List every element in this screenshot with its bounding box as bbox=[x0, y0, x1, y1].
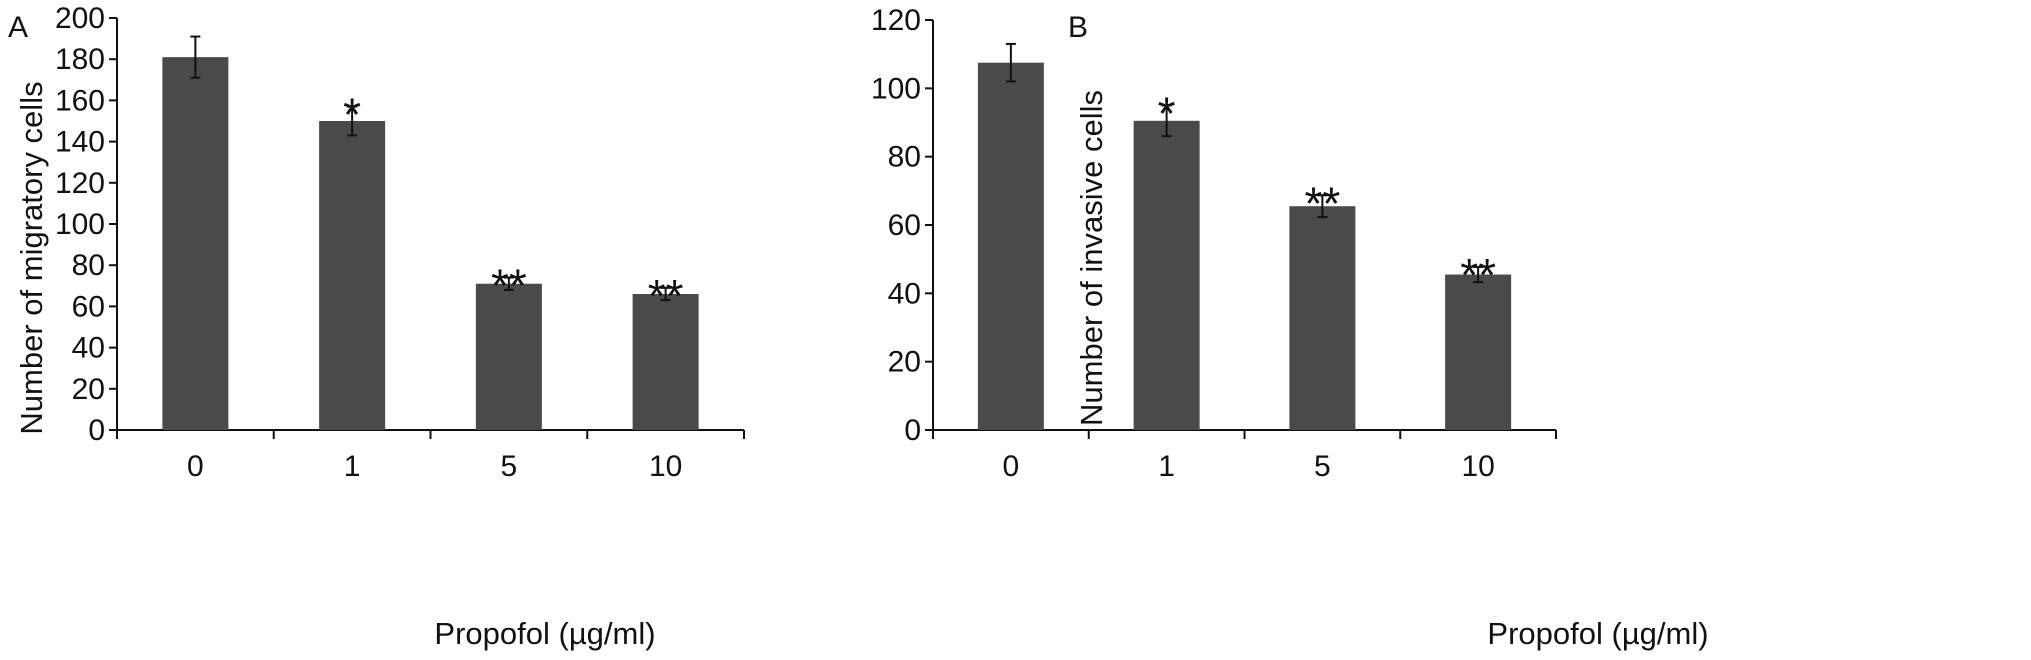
x-axis-label-a: Propofol (µg/ml) bbox=[434, 616, 655, 651]
significance-marker: ** bbox=[648, 270, 684, 322]
y-tick-label: 60 bbox=[888, 209, 921, 242]
y-tick-label: 140 bbox=[55, 126, 105, 159]
y-tick-label: 80 bbox=[72, 249, 105, 282]
x-axis-label-b: Propofol (µg/ml) bbox=[1487, 616, 1708, 651]
bar bbox=[162, 57, 229, 430]
y-tick-label: 80 bbox=[888, 141, 921, 174]
y-axis-label-a: Number of migratory cells bbox=[14, 81, 49, 434]
bar bbox=[1133, 120, 1200, 431]
y-tick-label: 40 bbox=[72, 332, 105, 365]
x-tick-label: 1 bbox=[344, 450, 361, 483]
x-tick-label: 0 bbox=[1003, 450, 1020, 483]
y-tick-label: 160 bbox=[55, 84, 105, 117]
significance-marker: * bbox=[343, 89, 361, 141]
panel-a: A Number of migratory cells Propofol (µg… bbox=[8, 2, 745, 651]
panel-letter-b: B bbox=[1068, 11, 1088, 44]
y-tick-label: 0 bbox=[88, 414, 105, 447]
y-axis-label-b: Number of invasive cells bbox=[1074, 90, 1109, 426]
significance-marker: ** bbox=[1304, 177, 1340, 229]
bar bbox=[475, 283, 542, 430]
x-tick-label: 0 bbox=[187, 450, 204, 483]
significance-marker: ** bbox=[1460, 249, 1496, 301]
y-tick-label: 120 bbox=[55, 167, 105, 200]
x-tick-label: 10 bbox=[1461, 450, 1494, 483]
y-tick-label: 40 bbox=[888, 277, 921, 310]
bar bbox=[1445, 274, 1512, 430]
bar bbox=[1289, 206, 1356, 430]
y-tick-label: 120 bbox=[871, 4, 921, 37]
panel-b: B Number of invasive cells Propofol (µg/… bbox=[871, 4, 1709, 651]
x-tick-label: 1 bbox=[1158, 450, 1175, 483]
x-tick-label: 10 bbox=[649, 450, 682, 483]
x-tick-label: 5 bbox=[1314, 450, 1331, 483]
bar bbox=[632, 294, 699, 430]
bar bbox=[977, 62, 1044, 430]
y-tick-label: 20 bbox=[888, 346, 921, 379]
y-tick-label: 100 bbox=[55, 208, 105, 241]
y-tick-label: 180 bbox=[55, 43, 105, 76]
panel-letter-a: A bbox=[8, 11, 28, 44]
y-tick-label: 0 bbox=[904, 414, 921, 447]
bar bbox=[319, 121, 386, 430]
y-tick-label: 100 bbox=[871, 72, 921, 105]
y-tick-label: 60 bbox=[72, 290, 105, 323]
y-tick-label: 20 bbox=[72, 373, 105, 406]
significance-marker: * bbox=[1158, 87, 1176, 139]
significance-marker: ** bbox=[491, 260, 527, 312]
y-tick-label: 200 bbox=[55, 2, 105, 35]
x-tick-label: 5 bbox=[501, 450, 518, 483]
